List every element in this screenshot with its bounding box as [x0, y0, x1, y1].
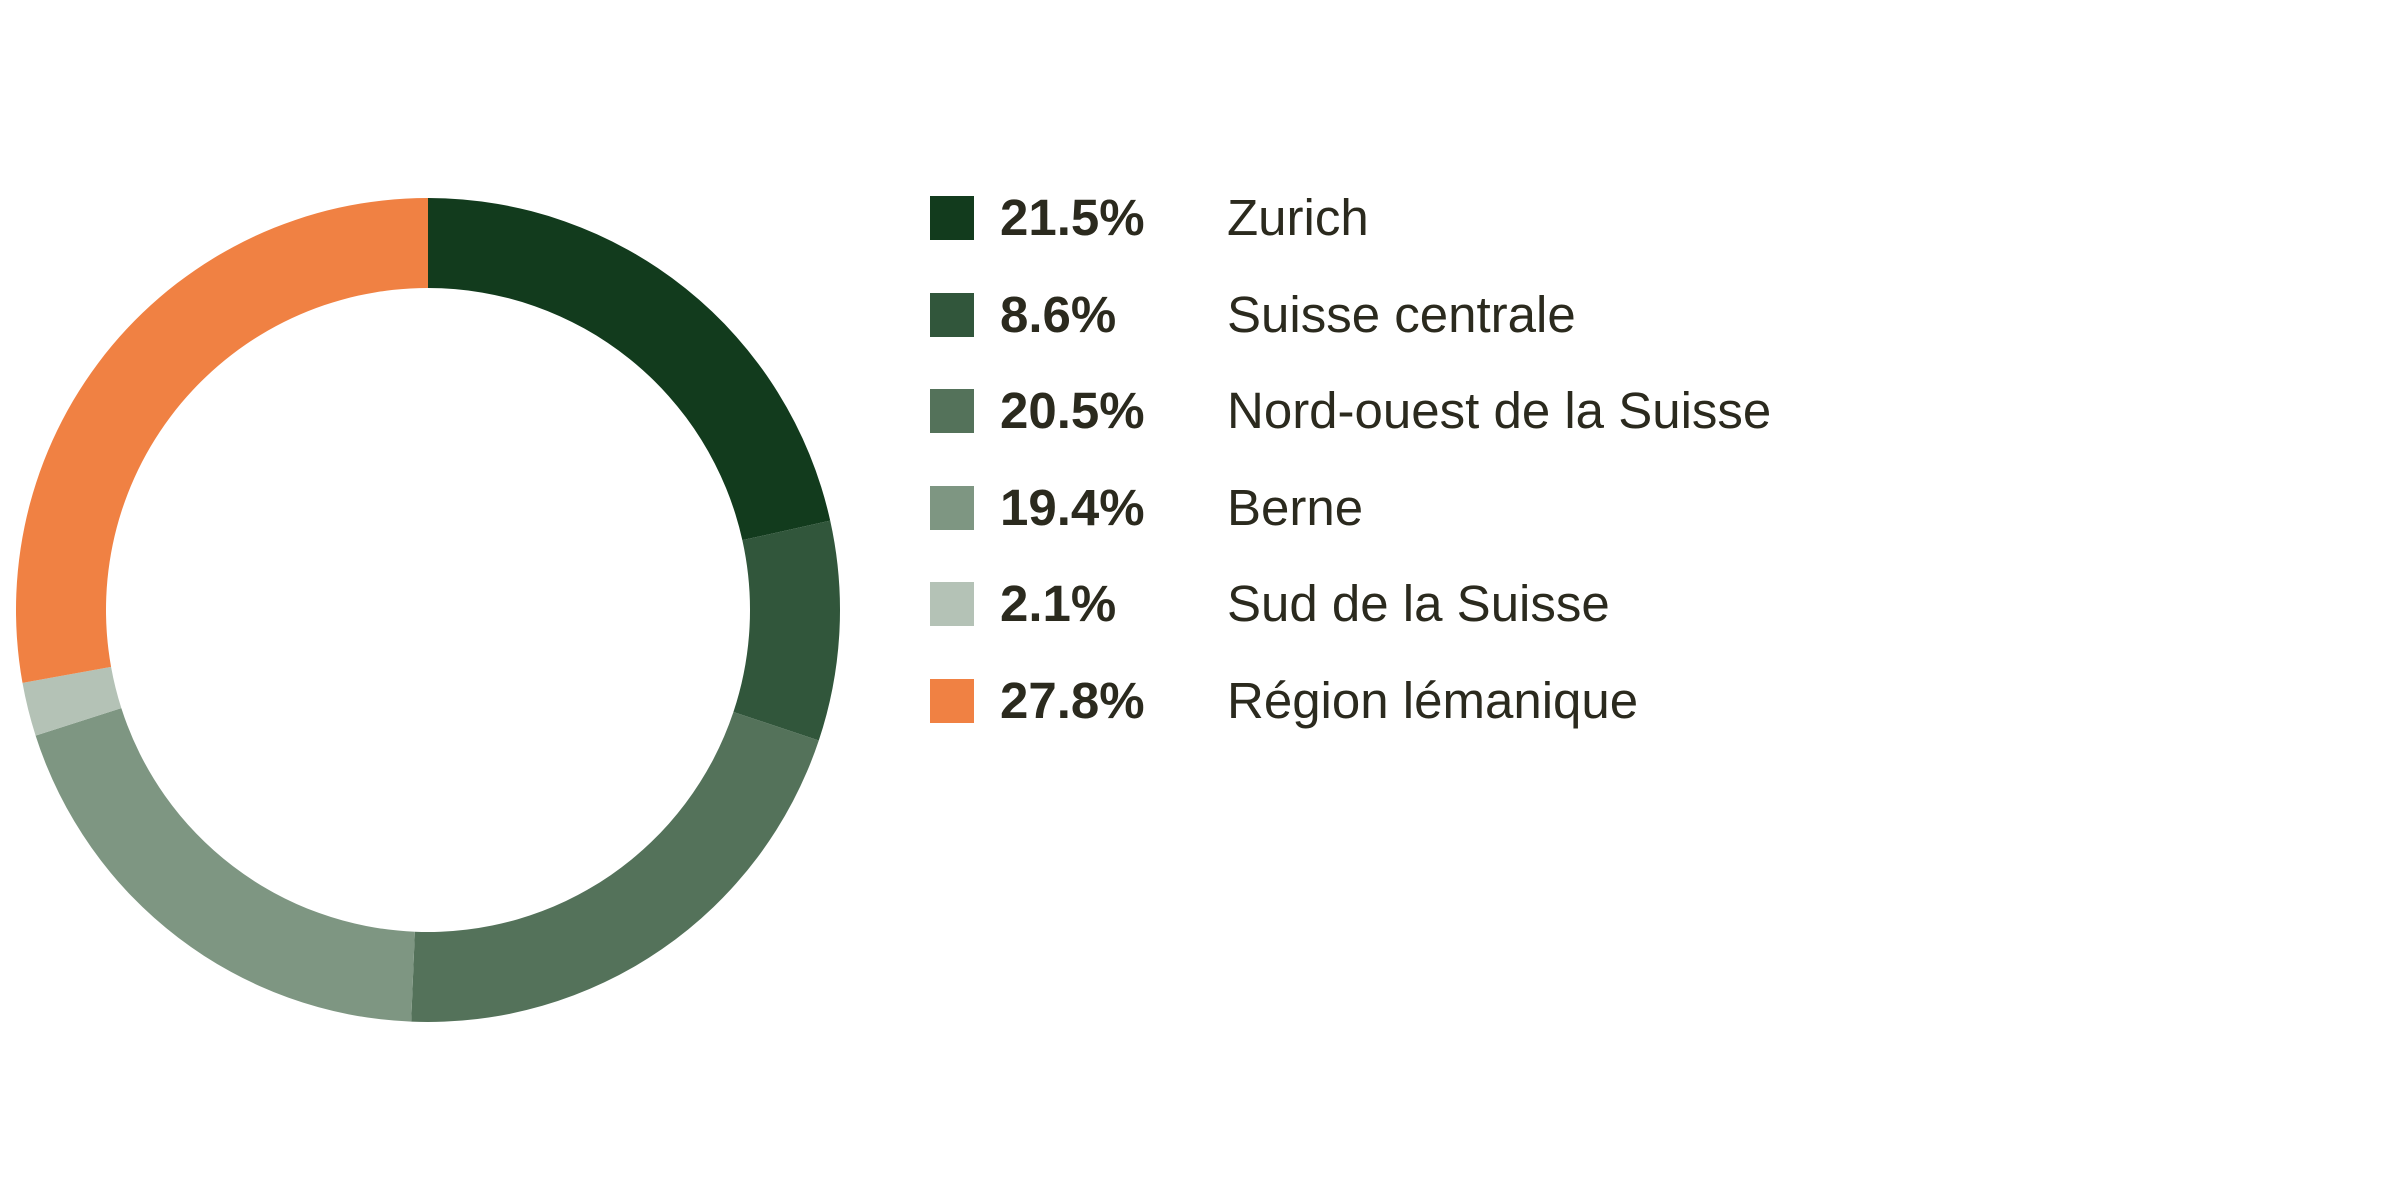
legend-item-nord-ouest: 20.5% Nord-ouest de la Suisse [930, 373, 2030, 470]
donut-slice-zurich [428, 198, 831, 541]
donut-slice-sud [22, 666, 122, 736]
legend-label: Nord-ouest de la Suisse [1227, 382, 1772, 440]
legend-value: 21.5% [1000, 189, 1145, 246]
legend-item-region-lemanique: 27.8% Région lémanique [930, 663, 2030, 760]
legend-value: 2.1% [1000, 575, 1117, 633]
legend-item-zurich: 21.5% Zurich [930, 180, 2030, 277]
legend-label: Zurich [1227, 189, 1369, 246]
legend-value: 19.4% [1000, 478, 1145, 536]
legend-label: Berne [1227, 478, 1364, 536]
legend-value: 27.8% [1000, 671, 1145, 729]
legend-label: Sud de la Suisse [1227, 575, 1610, 633]
legend-item-suisse-centrale: 8.6% Suisse centrale [930, 277, 2030, 374]
legend-swatch [930, 485, 974, 530]
legend-swatch [930, 292, 974, 337]
legend-value: 20.5% [1000, 382, 1145, 440]
donut-slice-nord-ouest [411, 712, 819, 1022]
legend-swatch [930, 196, 974, 240]
legend-label: Suisse centrale [1227, 285, 1576, 343]
legend-swatch [930, 678, 974, 723]
legend-item-berne: 19.4% Berne [930, 470, 2030, 567]
donut-slice-region-lemanique [16, 198, 429, 683]
chart-legend: 21.5% Zurich 8.6% Suisse centrale 20.5% … [930, 180, 2030, 760]
legend-swatch [930, 582, 974, 627]
legend-swatch [930, 389, 974, 434]
legend-value: 8.6% [1000, 285, 1117, 343]
legend-item-sud: 2.1% Sud de la Suisse [930, 566, 2030, 663]
donut-slice-suisse-centrale [733, 520, 840, 741]
donut-slice-berne [35, 708, 415, 1022]
legend-label: Région lémanique [1227, 671, 1639, 729]
